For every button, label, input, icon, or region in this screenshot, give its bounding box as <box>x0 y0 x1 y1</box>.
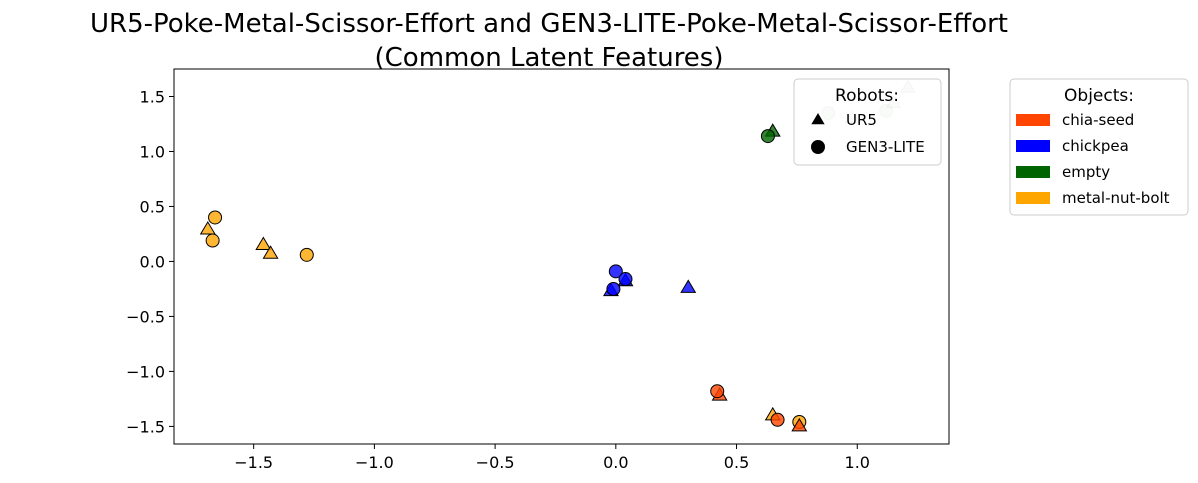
y-tick-label: 1.5 <box>140 87 165 106</box>
y-tick-label: 0.0 <box>140 252 165 271</box>
x-tick-label: −1.0 <box>355 453 394 472</box>
x-tick-label: −1.5 <box>234 453 273 472</box>
point-gen3-lite-chickpea <box>608 264 623 279</box>
y-axis: −1.5 −1.0 −0.5 0.0 0.5 1.0 1.5 <box>126 87 174 436</box>
object-legend-swatch-chia-seed <box>1016 114 1050 126</box>
object-legend-label: empty <box>1062 163 1110 181</box>
point-ur5-metal-nut-bolt <box>262 245 279 259</box>
objects-legend-box <box>1009 78 1189 216</box>
point-gen3-lite-empty <box>760 129 775 144</box>
objects-legend: Objects: chia-seed chickpea empty metal-nut-… <box>1009 78 1189 216</box>
point-gen3-lite-chia-seed <box>770 412 785 427</box>
x-tick-label: −0.5 <box>476 453 515 472</box>
object-legend-swatch-empty <box>1016 166 1050 178</box>
x-tick-label: 1.0 <box>845 453 870 472</box>
y-tick-label: 0.5 <box>140 197 165 216</box>
x-tick-label: 0.0 <box>603 453 628 472</box>
robots-legend-title: Robots: <box>835 86 899 106</box>
ur5-legend-marker <box>811 113 825 125</box>
title-line-2: (Common Latent Features) <box>375 43 724 73</box>
gen3-lite-legend-marker <box>811 140 825 154</box>
y-tick-label: −1.0 <box>126 362 165 381</box>
objects-legend-title: Objects: <box>1064 86 1134 106</box>
point-ur5-chickpea <box>680 279 697 293</box>
y-tick-label: −0.5 <box>126 307 165 326</box>
object-legend-swatch-metal-nut-bolt <box>1016 192 1050 204</box>
x-tick-label: 0.5 <box>724 453 749 472</box>
robots-legend: Robots: UR5 GEN3-LITE <box>793 78 942 166</box>
point-gen3-lite-chia-seed <box>710 384 725 399</box>
point-gen3-lite-metal-nut-bolt <box>299 247 314 262</box>
y-tick-label: −1.5 <box>126 417 165 436</box>
point-gen3-lite-chickpea <box>606 281 621 296</box>
object-legend-label: chickpea <box>1062 137 1129 155</box>
point-ur5-metal-nut-bolt <box>255 236 272 250</box>
object-legend-swatch-chickpea <box>1016 140 1050 152</box>
point-ur5-metal-nut-bolt <box>199 221 216 235</box>
title-line-1: UR5-Poke-Metal-Scissor-Effort and GEN3-L… <box>90 9 1008 39</box>
chart-title: UR5-Poke-Metal-Scissor-Effort and GEN3-L… <box>90 9 1008 73</box>
point-gen3-lite-chickpea <box>618 272 633 287</box>
robot-legend-label: GEN3-LITE <box>846 138 925 156</box>
point-gen3-lite-metal-nut-bolt <box>205 233 220 248</box>
robot-legend-label: UR5 <box>846 111 877 129</box>
x-axis: −1.5 −1.0 −0.5 0.0 0.5 1.0 <box>234 444 870 472</box>
point-gen3-lite-metal-nut-bolt <box>208 210 223 225</box>
plot-frame <box>173 68 950 445</box>
point-ur5-chia-seed <box>791 417 808 432</box>
object-legend-label: metal-nut-bolt <box>1062 189 1170 207</box>
robots-legend-box <box>793 78 942 166</box>
object-legend-label: chia-seed <box>1062 111 1134 129</box>
y-tick-label: 1.0 <box>140 142 165 161</box>
